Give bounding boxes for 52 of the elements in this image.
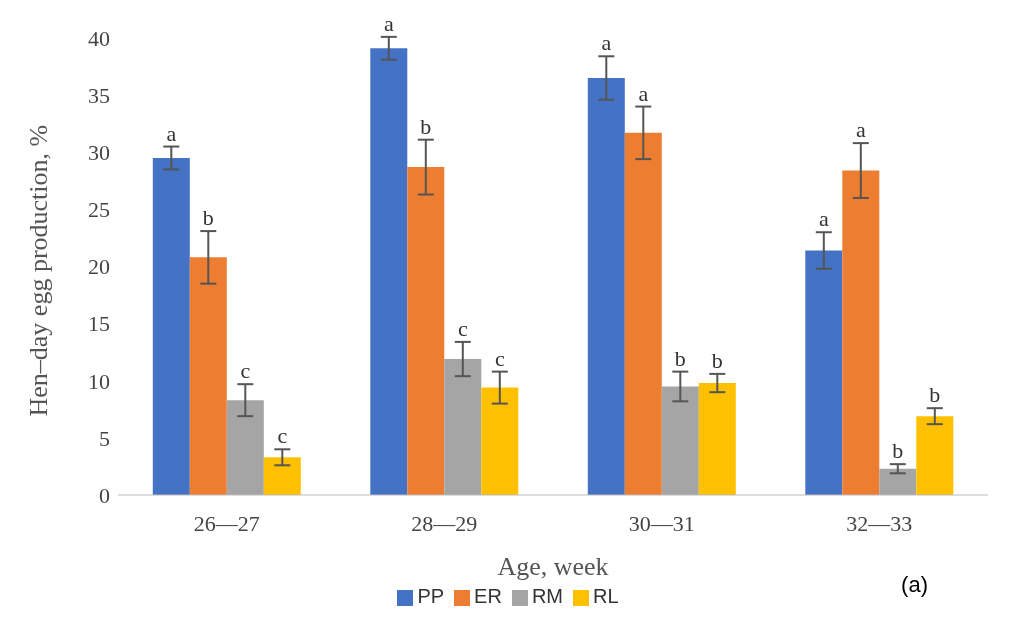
annotation: a	[855, 117, 866, 143]
bar	[189, 257, 227, 495]
y-tick-label: 25	[88, 197, 110, 223]
bar	[370, 48, 408, 495]
y-tick-label: 5	[99, 425, 110, 451]
annotation: c	[457, 315, 468, 341]
bar	[226, 400, 264, 495]
annotation: a	[166, 120, 177, 146]
x-tick-label: 32—33	[846, 510, 913, 536]
annotation: a	[638, 80, 649, 106]
annotation: c	[240, 358, 251, 384]
x-tick-label: 28—29	[411, 510, 478, 536]
bar	[805, 250, 843, 495]
y-tick-label: 20	[88, 254, 110, 280]
bar	[587, 77, 625, 495]
legend-label: ER	[474, 585, 502, 607]
annotation: c	[494, 345, 505, 371]
y-tick-label: 35	[88, 82, 110, 108]
bar	[152, 157, 190, 495]
annotation: b	[892, 438, 904, 464]
y-tick-label: 15	[88, 311, 110, 337]
annotation: b	[674, 345, 686, 371]
bar	[624, 132, 662, 495]
text: a	[383, 10, 394, 36]
annotation: b	[929, 382, 941, 408]
y-tick-label: 30	[88, 140, 110, 166]
y-axis-title: Hen–day egg production, %	[24, 124, 54, 417]
annotation: a	[601, 30, 612, 56]
legend-label: RM	[531, 585, 563, 607]
annotation: b	[420, 113, 432, 139]
annotation: b	[711, 347, 723, 373]
x-axis-title: Age, week	[497, 552, 609, 581]
bar	[842, 170, 880, 495]
y-tick-label: 10	[88, 368, 110, 394]
y-tick-label: 0	[99, 482, 110, 508]
bar	[698, 383, 736, 495]
annotation: b	[202, 205, 214, 231]
y-tick-label: 40	[88, 25, 110, 51]
legend-label: RL	[593, 585, 619, 607]
bar	[481, 387, 519, 495]
bar	[407, 167, 445, 495]
text: (a)	[901, 572, 928, 598]
bar	[444, 359, 482, 495]
bar	[916, 416, 954, 495]
bar	[661, 386, 699, 495]
bar	[263, 457, 301, 495]
x-tick-label: 26—27	[193, 510, 260, 536]
x-tick-label: 30—31	[628, 510, 695, 536]
bar	[879, 468, 917, 495]
annotation: c	[277, 423, 288, 449]
legend-label: PP	[417, 585, 445, 607]
annotation: a	[818, 206, 829, 232]
